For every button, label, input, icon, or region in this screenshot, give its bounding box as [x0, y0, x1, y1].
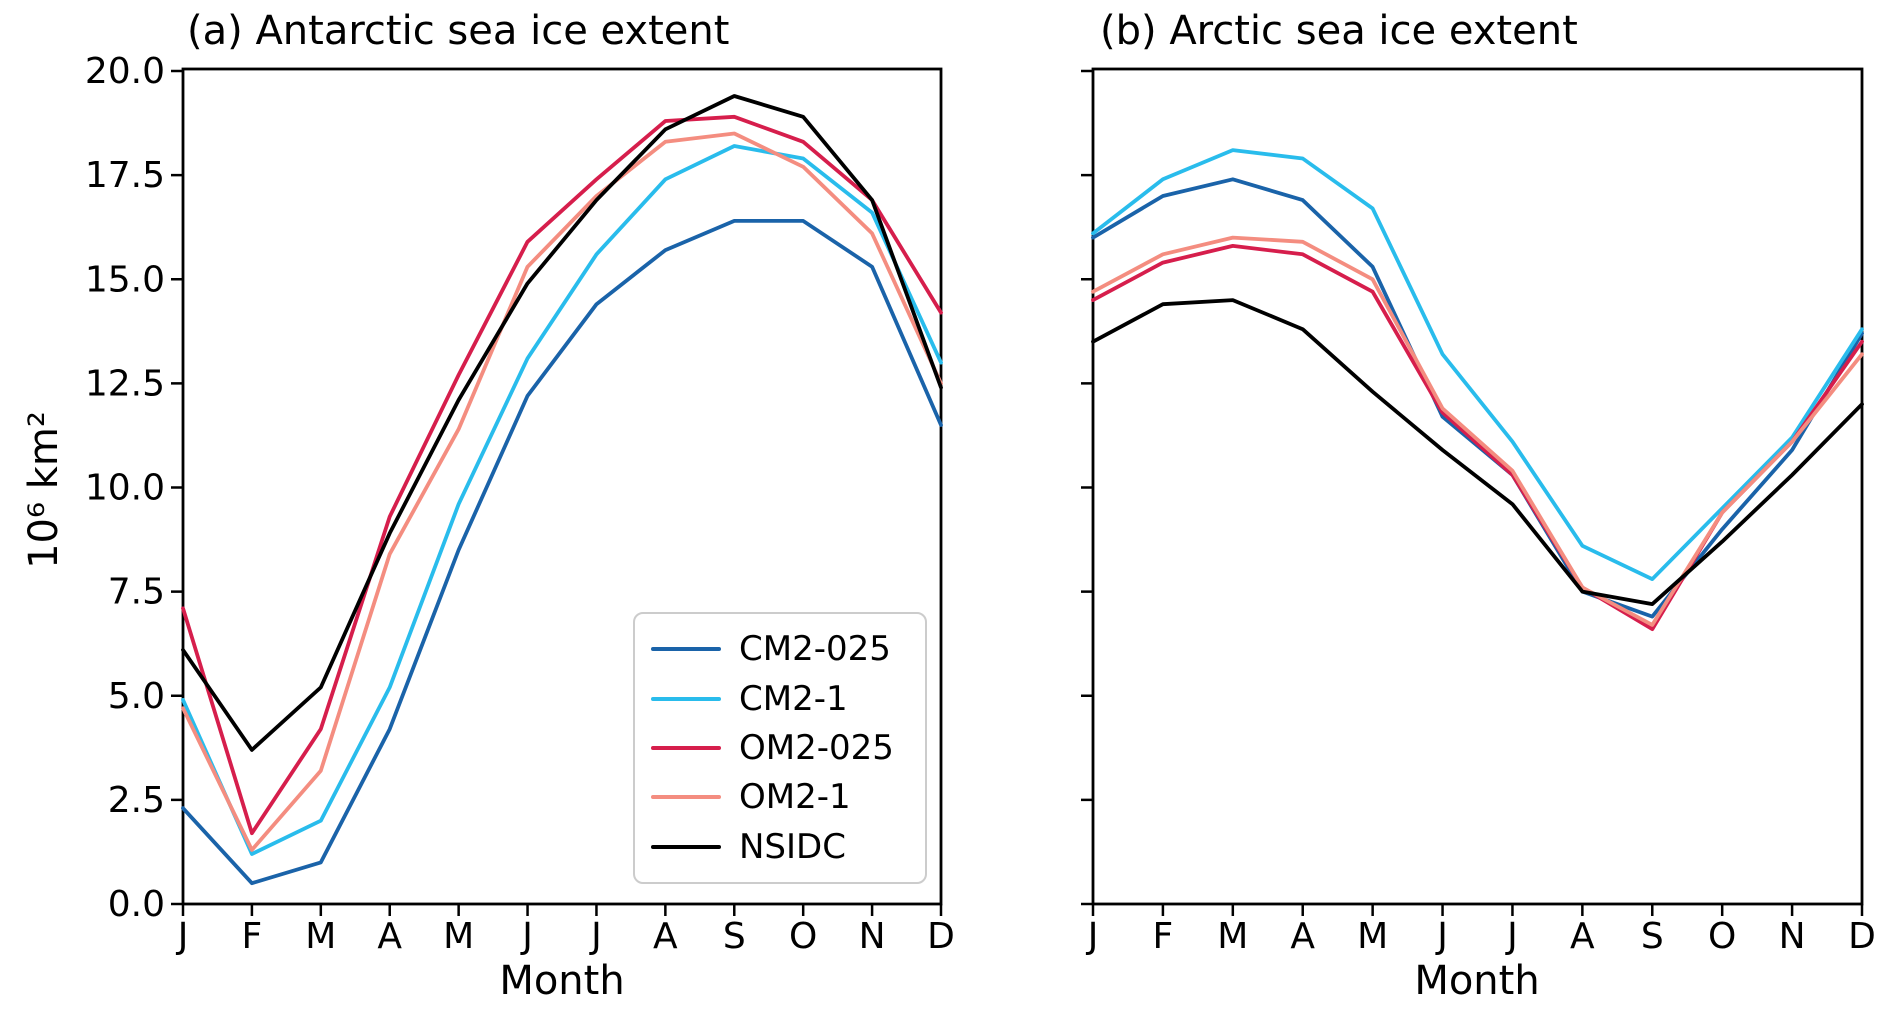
x-tick-label: A [1570, 916, 1595, 957]
x-tick-label: M [305, 916, 336, 957]
panel-b-title: (b) Arctic sea ice extent [1100, 8, 1578, 54]
legend: CM2-025 CM2-1 OM2-025 OM2-1 NSIDC [633, 612, 927, 884]
y-axis-label: 10⁶ km² [21, 411, 67, 569]
y-tick-label: 20.0 [85, 51, 165, 92]
legend-label: CM2-1 [739, 678, 848, 719]
x-tick-label: F [242, 916, 263, 957]
legend-label: NSIDC [739, 826, 846, 867]
legend-label: CM2-025 [739, 629, 891, 670]
legend-item-CM2-025: CM2-025 [651, 629, 915, 669]
series-line-NSIDC [1091, 298, 1864, 606]
x-tick-label: D [1848, 916, 1876, 957]
x-tick-label: F [1153, 916, 1174, 957]
legend-item-OM2-1: OM2-1 [651, 777, 915, 817]
series-line-OM2-025 [181, 114, 943, 836]
y-tick-label: 2.5 [108, 780, 165, 821]
x-tick-label: N [1779, 916, 1806, 957]
y-tick-label: 17.5 [85, 155, 165, 196]
series-line-OM2-1 [1091, 235, 1864, 627]
x-tick-label: J [589, 916, 602, 957]
x-tick-label: S [723, 916, 746, 957]
x-tick-label: O [1708, 916, 1736, 957]
legend-item-CM2-1: CM2-1 [651, 679, 915, 719]
series-line-OM2-1 [181, 131, 943, 852]
legend-swatch-CM2-025 [651, 647, 721, 652]
legend-item-OM2-025: OM2-025 [651, 728, 915, 768]
x-tick-label: D [927, 916, 955, 957]
y-tick-label: 5.0 [108, 676, 165, 717]
panel-a-xaxis-label: Month [499, 958, 625, 1004]
x-tick-label: O [789, 916, 817, 957]
series-line-CM2-1 [1091, 148, 1864, 581]
legend-swatch-CM2-1 [651, 696, 721, 701]
y-tick-label: 15.0 [85, 259, 165, 300]
x-tick-label: M [1217, 916, 1248, 957]
legend-label: OM2-025 [739, 727, 894, 768]
x-tick-label: M [443, 916, 474, 957]
x-tick-label: A [1290, 916, 1315, 957]
x-tick-label: J [1435, 916, 1448, 957]
x-tick-label: J [1086, 916, 1099, 957]
panel-b-xaxis-label: Month [1414, 958, 1540, 1004]
legend-label: OM2-1 [739, 777, 851, 818]
legend-swatch-OM2-1 [651, 795, 721, 800]
series-line-CM2-025 [181, 218, 943, 886]
x-tick-label: A [377, 916, 402, 957]
legend-item-NSIDC: NSIDC [651, 827, 915, 867]
legend-swatch-NSIDC [651, 844, 721, 849]
x-tick-label: M [1357, 916, 1388, 957]
x-tick-label: J [1505, 916, 1518, 957]
x-tick-label: J [176, 916, 189, 957]
series-line-CM2-1 [181, 144, 943, 856]
x-tick-label: S [1641, 916, 1664, 957]
panel-a-title: (a) Antarctic sea ice extent [187, 8, 730, 54]
y-tick-label: 0.0 [108, 884, 165, 925]
x-tick-label: J [520, 916, 533, 957]
y-tick-label: 12.5 [85, 363, 165, 404]
series-line-NSIDC [181, 94, 943, 752]
y-tick-label: 7.5 [108, 572, 165, 613]
y-tick-label: 10.0 [85, 468, 165, 509]
legend-swatch-OM2-025 [651, 745, 721, 750]
x-tick-label: N [859, 916, 886, 957]
x-tick-label: A [653, 916, 678, 957]
